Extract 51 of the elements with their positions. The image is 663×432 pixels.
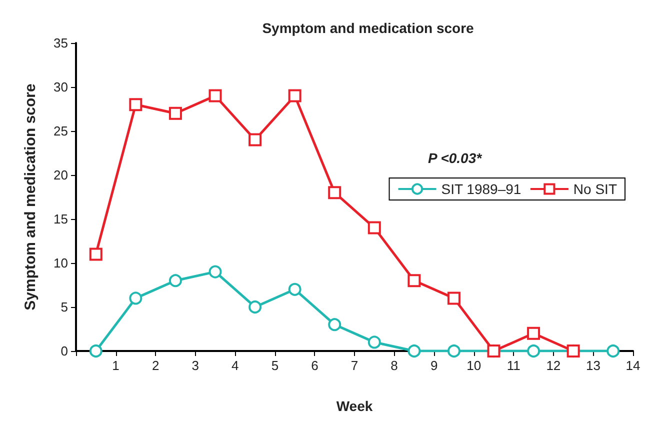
point (129, 98, 142, 112)
point (527, 326, 540, 340)
point (328, 186, 342, 200)
y-tick-label: 15 (54, 212, 68, 226)
x-tick-label: 6 (311, 358, 318, 373)
point (447, 292, 460, 305)
point (527, 344, 540, 358)
point (328, 318, 342, 332)
point (168, 274, 182, 288)
x-tick-label: 1 (112, 358, 120, 373)
x-axis-title: Week (336, 398, 373, 414)
point (208, 89, 222, 102)
point (408, 344, 421, 358)
y-tick-label: 30 (54, 80, 68, 94)
x-tick-label: 7 (350, 358, 358, 373)
y-tick-label: 25 (54, 124, 68, 138)
point (288, 282, 302, 296)
point (447, 344, 460, 358)
point (408, 274, 421, 288)
point (368, 336, 381, 349)
x-tick-label: 14 (626, 358, 640, 373)
y-tick-label: 35 (54, 36, 68, 50)
chart-title: Symptom and medication score (262, 20, 474, 36)
legend-label: SIT 1989–91 (441, 181, 522, 197)
point (89, 248, 102, 261)
x-tick-label: 10 (466, 358, 482, 373)
point (208, 265, 222, 278)
y-tick-label: 10 (54, 256, 68, 270)
x-tick-label: 13 (586, 358, 600, 373)
annotation: P <0.03* (428, 150, 482, 166)
point (606, 344, 620, 358)
point (129, 292, 142, 305)
x-tick-label: 9 (430, 358, 438, 373)
legend-label: No SIT (573, 181, 618, 197)
point (288, 89, 302, 102)
point (248, 300, 262, 314)
point (248, 133, 262, 146)
point (368, 221, 381, 234)
x-tick-label: 11 (506, 358, 520, 373)
x-tick-label: 2 (152, 358, 160, 373)
x-tick-label: 4 (232, 358, 239, 373)
point (89, 344, 102, 358)
x-tick-label: 8 (390, 358, 398, 373)
y-tick-label: 5 (60, 300, 68, 314)
point (168, 106, 182, 120)
x-tick-label: 3 (192, 358, 199, 373)
y-axis-title: Symptom and medication score (22, 84, 39, 310)
x-tick-label: 12 (546, 358, 561, 373)
y-tick-label: 20 (54, 168, 68, 182)
y-tick-label: 0 (60, 344, 68, 358)
x-tick-label: 5 (271, 358, 279, 373)
